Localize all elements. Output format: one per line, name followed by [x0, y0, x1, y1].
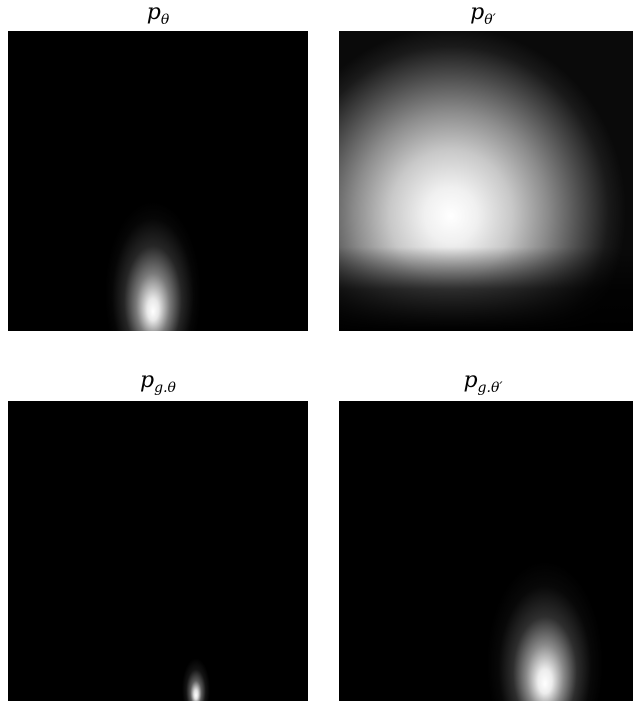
density-bottom-fade: [339, 31, 633, 331]
title-subscript: g.θ′: [477, 380, 503, 396]
density-image-pg-theta-prime: [339, 401, 633, 701]
density-panel-p-theta: [8, 31, 308, 331]
density-panel-pg-theta: [8, 401, 308, 701]
panel-title-pg-theta-prime: pg.θ′: [333, 368, 633, 401]
density-image-pg-theta: [8, 401, 308, 701]
title-subscript: g.θ: [154, 380, 176, 396]
title-base: p: [470, 0, 485, 25]
density-glow: [8, 31, 308, 331]
title-base: p: [146, 0, 161, 25]
panel-title-pg-theta: pg.θ: [8, 368, 308, 401]
density-panel-p-theta-prime: [339, 31, 633, 331]
density-image-p-theta: [8, 31, 308, 331]
title-subscript: θ: [160, 12, 170, 28]
title-base: p: [140, 368, 155, 393]
density-panel-pg-theta-prime: [339, 401, 633, 701]
density-image-p-theta-prime: [339, 31, 633, 331]
density-glow: [339, 401, 633, 701]
panel-title-p-theta-prime: pθ′: [333, 0, 633, 33]
title-base: p: [463, 368, 478, 393]
panel-title-p-theta: pθ: [8, 0, 308, 33]
density-glow: [8, 401, 308, 701]
title-subscript: θ′: [484, 12, 496, 28]
